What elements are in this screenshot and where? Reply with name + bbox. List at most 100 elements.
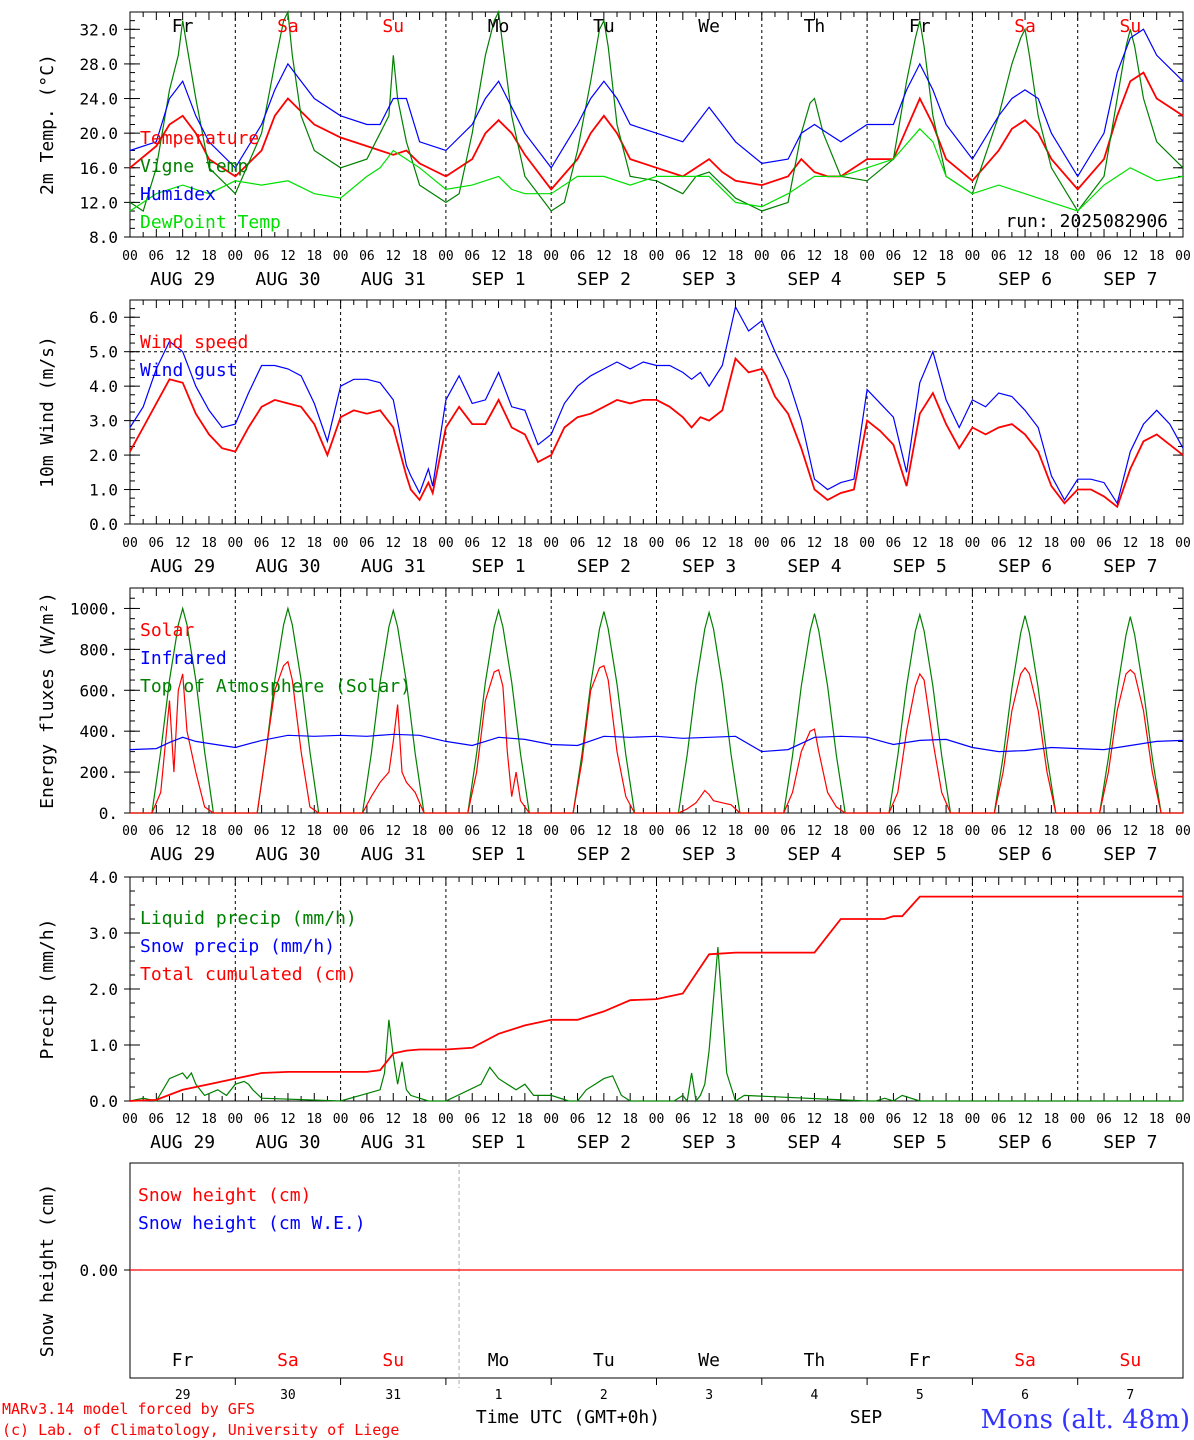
series-line-humidex — [129, 28, 1184, 178]
hour-label: 00 — [754, 536, 770, 551]
hour-label: 12 — [912, 536, 928, 551]
hour-label: 06 — [254, 1112, 270, 1127]
hour-label: 00 — [122, 1112, 138, 1127]
hour-label: 00 — [1175, 249, 1191, 264]
day-label: SEP 6 — [998, 556, 1052, 577]
hour-label: 18 — [306, 536, 322, 551]
hour-label: 18 — [412, 1112, 428, 1127]
hour-label: 00 — [227, 1112, 243, 1127]
y-axis-label: Snow height (cm) — [37, 1184, 58, 1357]
hour-label: 00 — [122, 824, 138, 839]
day-label: AUG 30 — [255, 1132, 320, 1153]
y-tick-label: 3.0 — [89, 924, 118, 943]
hour-label: 06 — [675, 249, 691, 264]
copyright: (c) Lab. of Climatology, University of L… — [2, 1421, 399, 1439]
weekday-label: Sa — [277, 1350, 299, 1371]
hour-label: 12 — [280, 1112, 296, 1127]
hour-label: 00 — [438, 249, 454, 264]
hour-label: 06 — [886, 1112, 902, 1127]
y-tick-label: 2.0 — [89, 980, 118, 999]
hour-label: 06 — [886, 536, 902, 551]
hour-label: 18 — [1149, 536, 1165, 551]
y-tick-label: 32.0 — [79, 20, 118, 39]
series-line-wind-speed — [129, 356, 1184, 509]
hour-label: 00 — [543, 536, 559, 551]
y-axis-label: 10m Wind (m/s) — [37, 336, 58, 488]
day-label: SEP 5 — [893, 1132, 947, 1153]
hour-label: 18 — [412, 824, 428, 839]
hour-label: 18 — [1149, 824, 1165, 839]
legend-entry: Top of Atmosphere (Solar) — [140, 676, 411, 697]
day-label: SEP 5 — [893, 844, 947, 865]
hour-label: 06 — [254, 824, 270, 839]
panel-frame-2 — [129, 587, 1184, 814]
y-axis-label: 2m Temp. (°C) — [37, 54, 58, 195]
hour-label: 12 — [912, 249, 928, 264]
day-label: SEP 7 — [1103, 844, 1157, 865]
hour-label: 12 — [491, 249, 507, 264]
hour-label: 06 — [148, 536, 164, 551]
hour-label: 06 — [991, 1112, 1007, 1127]
hour-label: 00 — [965, 824, 981, 839]
hour-label: 18 — [728, 824, 744, 839]
hour-label: 12 — [385, 536, 401, 551]
hour-label: 12 — [701, 249, 717, 264]
y-tick-label: 4.0 — [89, 377, 118, 396]
day-label: AUG 31 — [361, 556, 426, 577]
hour-label: 00 — [543, 824, 559, 839]
hour-label: 18 — [1044, 824, 1060, 839]
day-number: 30 — [280, 1388, 296, 1403]
hour-label: 00 — [438, 536, 454, 551]
hour-label: 18 — [306, 824, 322, 839]
hour-label: 06 — [148, 249, 164, 264]
hour-label: 12 — [807, 824, 823, 839]
hour-label: 06 — [780, 1112, 796, 1127]
day-label: AUG 29 — [150, 844, 215, 865]
weekday-label: Sa — [277, 16, 299, 37]
day-label: SEP 2 — [577, 844, 631, 865]
y-tick-label: 0.0 — [89, 1092, 118, 1111]
hour-label: 18 — [938, 536, 954, 551]
day-label: SEP 4 — [787, 556, 841, 577]
day-label: SEP 3 — [682, 1132, 736, 1153]
hour-label: 00 — [1070, 1112, 1086, 1127]
weekday-label: We — [698, 16, 720, 37]
y-tick-label: 5.0 — [89, 343, 118, 362]
legend-entry: Temperature — [140, 128, 259, 149]
model-credit: MARv3.14 model forced by GFS — [2, 1400, 255, 1418]
y-axis-label: Precip (mm/h) — [37, 919, 58, 1060]
day-label: SEP 6 — [998, 269, 1052, 290]
hour-label: 00 — [649, 824, 665, 839]
series-line-vigne-temp — [129, 9, 1184, 213]
day-label: SEP 4 — [787, 269, 841, 290]
y-tick-label: 0.00 — [79, 1261, 118, 1280]
day-label: AUG 31 — [361, 269, 426, 290]
hour-label: 06 — [675, 1112, 691, 1127]
hour-label: 06 — [359, 824, 375, 839]
run-label: run: 2025082906 — [1005, 211, 1168, 232]
hour-label: 06 — [780, 824, 796, 839]
weekday-label: Su — [382, 16, 404, 37]
weekday-label: Su — [382, 1350, 404, 1371]
day-label: SEP 1 — [471, 556, 525, 577]
hour-label: 12 — [701, 1112, 717, 1127]
hour-label: 12 — [912, 1112, 928, 1127]
hour-label: 12 — [1017, 249, 1033, 264]
hour-label: 00 — [649, 536, 665, 551]
hour-label: 18 — [1149, 249, 1165, 264]
hour-label: 00 — [333, 1112, 349, 1127]
hour-label: 18 — [517, 536, 533, 551]
hour-label: 12 — [175, 824, 191, 839]
hour-label: 12 — [596, 1112, 612, 1127]
hour-label: 18 — [517, 249, 533, 264]
hour-label: 18 — [938, 1112, 954, 1127]
y-tick-label: 0.0 — [89, 515, 118, 534]
x-axis-title: Time UTC (GMT+0h) — [476, 1407, 660, 1428]
day-label: SEP 3 — [682, 844, 736, 865]
weekday-label: We — [698, 1350, 720, 1371]
day-label: SEP 5 — [893, 269, 947, 290]
weekday-label: Tu — [593, 16, 615, 37]
hour-label: 18 — [517, 824, 533, 839]
hour-label: 06 — [570, 1112, 586, 1127]
